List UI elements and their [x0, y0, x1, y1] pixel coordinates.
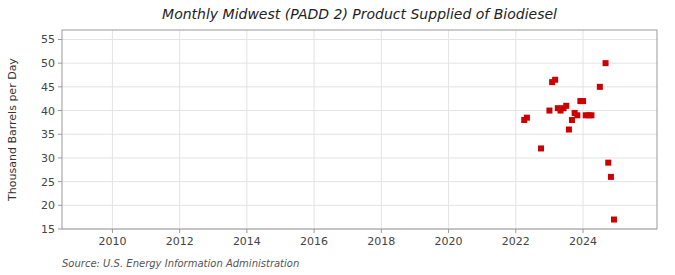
y-grid-line	[62, 157, 657, 158]
x-tick	[381, 229, 382, 233]
y-axis-label: Thousand Barrels per Day	[6, 58, 19, 202]
title: Monthly Midwest (PADD 2) Product Supplie…	[162, 6, 557, 22]
point	[563, 103, 569, 109]
point	[605, 160, 611, 166]
x-grid-line	[314, 30, 315, 229]
x-tick	[246, 229, 247, 233]
y-tick	[58, 134, 62, 135]
points	[521, 60, 617, 222]
x-grid-line	[583, 30, 584, 229]
y-tick	[58, 157, 62, 158]
x-grid-line	[179, 30, 180, 229]
point	[546, 108, 552, 114]
x-tick	[314, 229, 315, 233]
point	[569, 117, 575, 123]
x-tick-label: 2012	[166, 235, 194, 248]
background	[0, 0, 675, 275]
y-grid-line	[62, 205, 657, 206]
y-grid-line	[62, 63, 657, 64]
point	[603, 60, 609, 66]
point	[574, 112, 580, 118]
y-tick-label: 35	[41, 128, 55, 141]
x-tick	[448, 229, 449, 233]
y-grid-line	[62, 110, 657, 111]
x-tick	[112, 229, 113, 233]
x-tick-label: 2022	[502, 235, 530, 248]
y-tick	[58, 86, 62, 87]
y-grid-line	[62, 134, 657, 135]
x-tick	[515, 229, 516, 233]
point	[552, 77, 558, 83]
x-tick-label: 2010	[98, 235, 126, 248]
chart: 2010 2012 2014 2016 2018 2020 2022 2024 15 20 25 30…	[0, 0, 675, 275]
x-grid-line	[381, 30, 382, 229]
x-tick-label: 2016	[300, 235, 328, 248]
x-grid-line	[112, 30, 113, 229]
y-tick	[58, 205, 62, 206]
y-tick-label: 25	[41, 176, 55, 189]
y-tick	[58, 63, 62, 64]
y-tick	[58, 181, 62, 182]
x-tick	[583, 229, 584, 233]
y-tick-label: 20	[41, 199, 55, 212]
x-tick	[179, 229, 180, 233]
y-tick	[58, 39, 62, 40]
point	[597, 84, 603, 90]
x-grid-line	[515, 30, 516, 229]
y-tick-label: 15	[41, 223, 55, 236]
y-tick	[58, 229, 62, 230]
point	[588, 112, 594, 118]
x-tick-label: 2024	[569, 235, 597, 248]
y-tick-label: 50	[41, 57, 55, 70]
y-tick-label: 55	[41, 33, 55, 46]
y-tick-label: 40	[41, 105, 55, 118]
x-tick-label: 2018	[367, 235, 395, 248]
y-tick	[58, 110, 62, 111]
point	[538, 145, 544, 151]
plot-frame	[62, 30, 657, 229]
y-grid-line	[62, 86, 657, 87]
y-grid-line	[62, 181, 657, 182]
grid	[62, 30, 657, 229]
x-grid-line	[246, 30, 247, 229]
source-note: Source: U.S. Energy Information Administ…	[62, 258, 299, 269]
y-tick-label: 45	[41, 81, 55, 94]
x-tick-label: 2014	[233, 235, 261, 248]
point	[524, 115, 530, 121]
point	[580, 98, 586, 104]
point	[608, 174, 614, 180]
y-grid-line	[62, 39, 657, 40]
point	[611, 217, 617, 223]
axes: 2010 2012 2014 2016 2018 2020 2022 2024 15 20 25 30…	[41, 33, 597, 248]
y-tick-label: 30	[41, 152, 55, 165]
x-grid-line	[448, 30, 449, 229]
x-tick-label: 2020	[435, 235, 463, 248]
point	[566, 127, 572, 133]
